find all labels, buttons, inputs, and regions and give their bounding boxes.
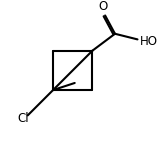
Text: O: O xyxy=(99,0,108,13)
Text: Cl: Cl xyxy=(18,112,29,125)
Text: HO: HO xyxy=(140,35,158,48)
